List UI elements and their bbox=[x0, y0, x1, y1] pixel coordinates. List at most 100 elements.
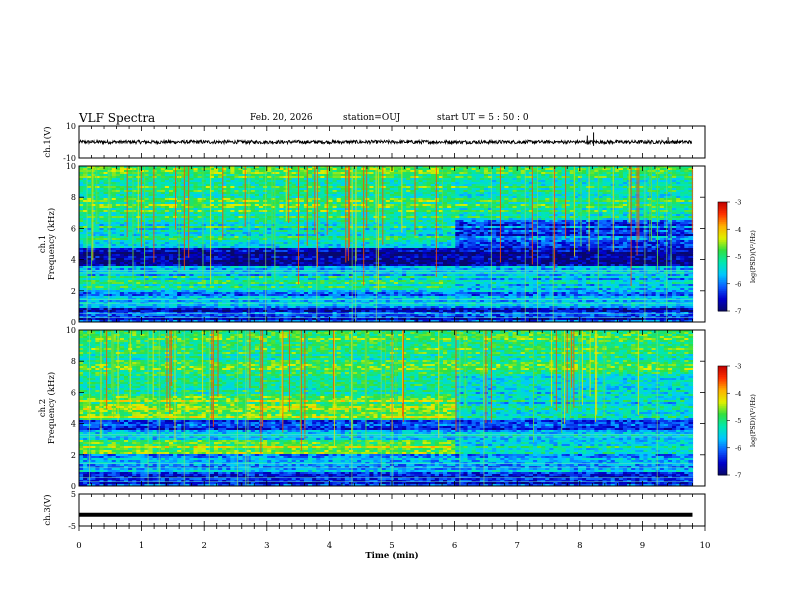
ch1-spectrogram-cell bbox=[622, 200, 628, 203]
ch1-spectrogram-cell bbox=[103, 202, 109, 205]
ch1-spectrogram-cell bbox=[537, 190, 542, 193]
ch1-spectrogram-cell bbox=[516, 210, 522, 213]
ch1-spectrogram-cell bbox=[160, 226, 166, 229]
ch1-spectrogram-cell bbox=[561, 174, 567, 177]
ch1-spectrogram-cell bbox=[528, 218, 534, 221]
ch1-spectrogram-cell bbox=[426, 222, 432, 225]
ch1-spectrogram-cell bbox=[128, 176, 133, 179]
ch1-spectrogram-cell bbox=[79, 206, 84, 209]
ch1-spectrogram-cell bbox=[271, 184, 276, 187]
ch1-spectrogram-cell bbox=[443, 194, 448, 197]
ch1-spectrogram-cell bbox=[115, 218, 121, 221]
ch1-spectrogram-cell bbox=[185, 212, 191, 215]
ch1-spectrogram-cell bbox=[320, 214, 325, 217]
ch1-spectrogram-cell bbox=[250, 182, 256, 185]
ch1-spectrogram-cell bbox=[406, 228, 411, 231]
ch1-spectrogram-cell bbox=[402, 176, 407, 179]
ch1-spectrogram-cell bbox=[91, 184, 96, 187]
ch1-spectrogram-cell bbox=[659, 182, 665, 185]
ch1-spectrogram-cell bbox=[532, 216, 538, 219]
ch1-spectrogram-cell bbox=[140, 184, 146, 187]
ch1-spectrogram-cell bbox=[193, 176, 199, 179]
ch1-spectrogram-cell bbox=[622, 224, 628, 227]
ch1-spectrogram-cell bbox=[279, 170, 285, 173]
ch1-spectrogram-cell bbox=[438, 222, 444, 225]
ch1-spectrogram-cell bbox=[205, 178, 211, 181]
ch1-spectrogram-cell bbox=[577, 210, 583, 213]
ch1-spectrogram-cell bbox=[414, 194, 420, 197]
ch1-spectrogram-cell bbox=[324, 172, 330, 175]
ch1-spectrogram-cell bbox=[209, 174, 215, 177]
ch1-spectrogram-cell bbox=[267, 190, 272, 193]
ch1-spectrogram-cell bbox=[680, 168, 685, 171]
ch1-spectrogram-cell bbox=[520, 176, 526, 179]
ch1-spectrogram-cell bbox=[655, 168, 661, 171]
ch1-spectrogram-cell bbox=[119, 180, 125, 183]
ch1-spectrogram-cell bbox=[663, 174, 669, 177]
ch1-spectrogram-cell bbox=[520, 184, 526, 187]
ch1-spectrogram-cell bbox=[185, 186, 191, 189]
ch1-spectrogram-cell bbox=[590, 202, 595, 205]
ch1-spectrogram-cell bbox=[152, 178, 158, 181]
ch1-spectrogram-cell bbox=[684, 196, 689, 199]
ch1-spectrogram-cell bbox=[148, 190, 154, 193]
ch1-spectrogram-cell bbox=[475, 196, 481, 199]
ch1-spectrogram-cell bbox=[549, 198, 555, 201]
ch1-spectrogram-cell bbox=[160, 218, 166, 221]
ch1-spectrogram-cell bbox=[123, 214, 129, 217]
ch1-spectrogram-cell bbox=[279, 216, 285, 219]
ch1-spectrogram-cell bbox=[500, 200, 505, 203]
ch1-spectrogram-cell bbox=[541, 178, 546, 181]
ch1-spectrogram-cell bbox=[667, 202, 673, 205]
ch1-spectrogram-cell bbox=[258, 202, 264, 205]
ch1-spectrogram-cell bbox=[271, 196, 276, 199]
ch1-spectrogram-cell bbox=[83, 224, 88, 227]
ch1-spectrogram-cell bbox=[115, 174, 121, 177]
ch1-spectrogram-cell bbox=[160, 194, 166, 197]
ch1-spectrogram-cell bbox=[496, 214, 501, 217]
ch1-spectrogram-cell bbox=[119, 210, 125, 213]
ch1-spectrogram-cell bbox=[684, 198, 689, 201]
ch1-spectrogram-cell bbox=[152, 188, 158, 191]
ch1-spectrogram-cell bbox=[410, 206, 415, 209]
ch1-spectrogram-cell bbox=[271, 214, 276, 217]
ch1-spectrogram-cell bbox=[91, 198, 96, 201]
ch1-spectrogram-cell bbox=[418, 192, 424, 195]
ch1-spectrogram-cell bbox=[348, 190, 354, 193]
ch1-spectrogram-cell bbox=[667, 224, 673, 227]
ch1-spectrogram-cell bbox=[271, 204, 276, 207]
ch1-spectrogram-cell bbox=[651, 226, 657, 229]
ch1-spectrogram-cell bbox=[148, 192, 154, 195]
ch1-spectrogram-cell bbox=[324, 220, 330, 223]
ch1-spectrogram-cell bbox=[471, 200, 477, 203]
ch1-spectrogram-cell bbox=[132, 178, 137, 181]
ch1-spectrogram-cell bbox=[438, 180, 444, 183]
ch1-spectrogram-cell bbox=[381, 228, 387, 231]
ch1-spectrogram-cell bbox=[271, 208, 276, 211]
ch1-spectrogram-cell bbox=[398, 186, 403, 189]
ch1-spectrogram-cell bbox=[667, 206, 673, 209]
ch1-spectrogram-cell bbox=[565, 192, 571, 195]
ch1-spectrogram-cell bbox=[348, 228, 354, 231]
ch1-spectrogram-cell bbox=[602, 208, 608, 211]
ch1-spectrogram-cell bbox=[201, 226, 207, 229]
ch1-spectrogram-cell bbox=[430, 222, 436, 225]
ch1-spectrogram-cell bbox=[639, 208, 644, 211]
ch1-spectrogram-cell bbox=[271, 224, 276, 227]
ch1-spectrogram-cell bbox=[496, 184, 501, 187]
ch1-spectrogram-cell bbox=[103, 204, 109, 207]
ch1-spectrogram-cell bbox=[618, 186, 624, 189]
ch1-spectrogram-cell bbox=[398, 210, 403, 213]
ch1-spectrogram-cell bbox=[279, 220, 285, 223]
ch1-spectrogram-cell bbox=[328, 188, 334, 191]
ch1-spectrogram-cell bbox=[299, 166, 305, 169]
ch1-spectrogram-cell bbox=[434, 182, 440, 185]
ch1-spectrogram-cell bbox=[504, 174, 510, 177]
ch1-spectrogram-cell bbox=[631, 176, 636, 179]
ch1-spectrogram-cell bbox=[156, 190, 162, 193]
ch1-spectrogram-cell bbox=[234, 182, 240, 185]
ch1-spectrogram-cell bbox=[222, 168, 227, 171]
ch1-spectrogram-cell bbox=[463, 186, 469, 189]
ch1-spectrogram-cell bbox=[586, 200, 591, 203]
ch1-spectrogram-cell bbox=[332, 192, 338, 195]
